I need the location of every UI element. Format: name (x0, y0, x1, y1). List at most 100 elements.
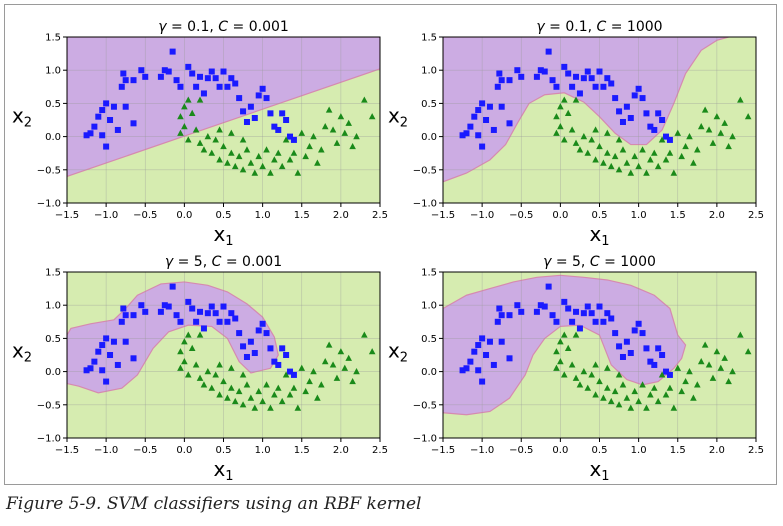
class0-square-point (232, 80, 239, 87)
class1-triangle-point (271, 156, 278, 163)
class0-square-point (565, 70, 572, 77)
class0-square-point (643, 345, 650, 352)
class0-square-point (99, 132, 106, 139)
class1-triangle-point (274, 149, 282, 156)
class1-triangle-point (576, 146, 584, 153)
class1-triangle-point (251, 404, 259, 411)
x-tick-label: 1.5 (294, 210, 310, 221)
class0-square-point (255, 327, 262, 334)
class0-square-point (247, 103, 254, 110)
y-tick-label: 1.0 (421, 301, 437, 312)
class0-square-point (122, 77, 129, 84)
class1-triangle-point (235, 152, 243, 160)
class1-triangle-point (220, 377, 227, 385)
x-tick-label: 2.0 (709, 445, 725, 456)
class0-square-point (486, 338, 493, 345)
class0-square-point (600, 83, 607, 90)
class1-triangle-point (690, 159, 697, 166)
class0-square-point (596, 303, 603, 310)
x-tick-label: −1.0 (94, 210, 118, 221)
class1-triangle-point (607, 397, 615, 405)
class1-triangle-point (290, 149, 298, 156)
class1-triangle-point (228, 384, 235, 391)
class1-triangle-point (580, 133, 588, 140)
x-tick-label: 2.0 (333, 210, 349, 221)
y-axis-label-main: x (12, 104, 24, 128)
class1-triangle-point (560, 96, 568, 103)
class1-triangle-point (560, 371, 568, 378)
panel-title: γ = 5, C = 1000 (543, 254, 656, 270)
y-tick-label: 0.5 (421, 334, 437, 345)
decision-region (443, 274, 687, 416)
panel-title: γ = 0.1, C = 1000 (536, 19, 662, 35)
class0-square-point (157, 308, 164, 315)
class0-square-point (267, 345, 274, 352)
class1-triangle-point (224, 159, 231, 166)
class0-square-point (580, 310, 587, 317)
class1-triangle-point (239, 166, 247, 173)
class1-triangle-point (321, 123, 329, 130)
y-tick-label: 1.5 (421, 268, 437, 279)
x-tick-label: 0.5 (592, 445, 608, 456)
class1-triangle-point (310, 368, 317, 375)
class0-square-point (588, 310, 595, 317)
panel-title-part: C (212, 254, 222, 270)
x-tick-label: 1.5 (670, 210, 686, 221)
class1-triangle-point (192, 361, 200, 368)
class1-triangle-point (744, 113, 752, 120)
class1-triangle-point (349, 142, 356, 150)
class1-triangle-point (294, 404, 302, 411)
panel-title-part: γ (536, 19, 545, 35)
class1-triangle-point (282, 136, 290, 143)
class1-triangle-point (639, 381, 646, 388)
class1-triangle-point (658, 136, 666, 143)
class0-square-point (604, 75, 611, 82)
class1-triangle-point (341, 364, 349, 371)
panel-title-part: = 0.001 (228, 19, 289, 35)
y-axis-label-main: x (388, 339, 400, 363)
panel-title-part: = 0.001 (221, 254, 282, 270)
class0-square-point (216, 318, 223, 325)
class1-triangle-point (302, 387, 309, 395)
class1-triangle-point (177, 113, 184, 120)
class1-triangle-point (627, 404, 635, 411)
class0-square-point (584, 303, 591, 310)
class1-triangle-point (564, 344, 572, 351)
class1-triangle-point (177, 348, 184, 355)
figure-frame: −1.5 −1.0 −0.5 0.0 0.5 1.0 1.5 2.0 2.5 −1.0 −0.5 0.… (4, 4, 777, 485)
class0-square-point (506, 77, 513, 84)
class1-triangle-point (670, 404, 678, 411)
class1-triangle-point (208, 384, 216, 391)
class0-square-point (663, 368, 670, 375)
class1-triangle-point (368, 348, 376, 355)
class1-triangle-point (314, 394, 321, 401)
class1-triangle-point (235, 387, 243, 395)
class1-triangle-point (196, 139, 204, 146)
class0-square-point (467, 123, 474, 130)
class1-triangle-point (286, 391, 294, 398)
class1-triangle-point (604, 384, 611, 391)
x-tick-label: 1.5 (294, 445, 310, 456)
x-tick-label: −1.5 (55, 210, 79, 221)
class0-square-point (275, 126, 282, 133)
class1-triangle-point (192, 126, 200, 133)
x-tick-label: −1.0 (470, 445, 494, 456)
class1-triangle-point (682, 377, 689, 385)
x-tick-label: 2.5 (748, 210, 764, 221)
class0-square-point (95, 348, 102, 355)
class0-square-point (185, 298, 192, 305)
class1-triangle-point (694, 146, 701, 153)
class1-triangle-point (635, 162, 642, 170)
class0-square-point (592, 83, 599, 90)
class0-square-point (161, 67, 168, 74)
class1-triangle-point (278, 397, 286, 405)
class0-square-point (483, 352, 490, 358)
class0-square-point (118, 318, 125, 325)
class0-square-point (506, 120, 513, 127)
class0-square-point (506, 355, 513, 362)
class0-square-point (651, 361, 658, 368)
class0-square-point (545, 283, 552, 290)
class1-triangle-point (701, 106, 709, 113)
class1-triangle-point (231, 162, 239, 170)
class1-triangle-point (204, 368, 212, 375)
